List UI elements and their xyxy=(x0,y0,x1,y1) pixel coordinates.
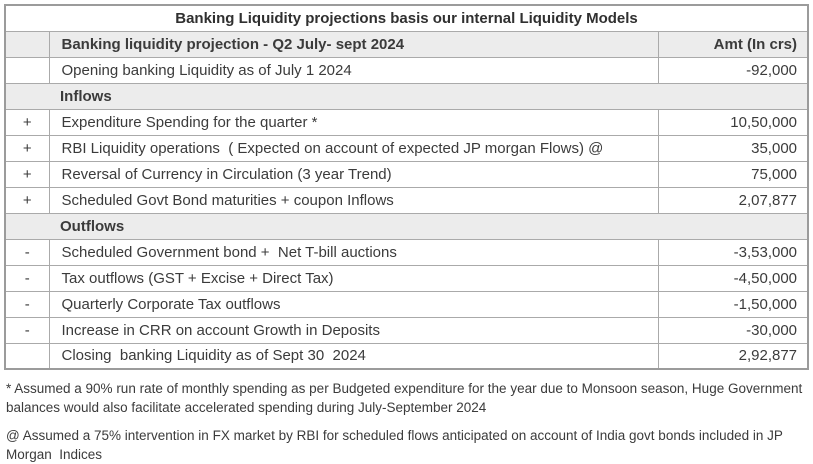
row-amount: 75,000 xyxy=(657,160,809,188)
section-row: Inflows xyxy=(4,82,809,110)
row-sign: + xyxy=(4,108,50,136)
row-amount: -3,53,000 xyxy=(657,238,809,266)
table-row: + Scheduled Govt Bond maturities + coupon… xyxy=(4,186,809,214)
header-label: Banking liquidity projection - Q2 July- … xyxy=(48,30,659,58)
header-sign-cell xyxy=(4,30,50,58)
row-sign xyxy=(4,342,50,370)
row-amount: -4,50,000 xyxy=(657,264,809,292)
table-row: - Tax outflows (GST + Excise + Direct Tax… xyxy=(4,264,809,292)
row-label: Opening banking Liquidity as of July 1 2… xyxy=(48,56,659,84)
section-row: Outflows xyxy=(4,212,809,240)
row-label: Expenditure Spending for the quarter * xyxy=(48,108,659,136)
footnote-fx-intervention-assumption: @ Assumed a 75% intervention in FX marke… xyxy=(6,428,787,462)
row-sign: + xyxy=(4,134,50,162)
row-sign: - xyxy=(4,238,50,266)
table-header-row: Banking liquidity projection - Q2 July- … xyxy=(4,30,809,58)
row-amount: -1,50,000 xyxy=(657,290,809,318)
table-row: Closing banking Liquidity as of Sept 30 … xyxy=(4,342,809,370)
row-sign: - xyxy=(4,290,50,318)
row-label: Quarterly Corporate Tax outflows xyxy=(48,290,659,318)
table-body: Opening banking Liquidity as of July 1 2… xyxy=(4,56,809,370)
section-label: Outflows xyxy=(4,212,809,240)
row-sign: - xyxy=(4,316,50,344)
row-label: Closing banking Liquidity as of Sept 30 … xyxy=(48,342,659,370)
table-row: + RBI Liquidity operations ( Expected on … xyxy=(4,134,809,162)
row-amount: 2,07,877 xyxy=(657,186,809,214)
row-amount: 35,000 xyxy=(657,134,809,162)
table-row: - Scheduled Government bond + Net T-bill … xyxy=(4,238,809,266)
table-title-row: Banking Liquidity projections basis our … xyxy=(4,4,809,32)
header-amount: Amt (In crs) xyxy=(657,30,809,58)
table-row: + Reversal of Currency in Circulation (3 … xyxy=(4,160,809,188)
row-label: Increase in CRR on account Growth in Dep… xyxy=(48,316,659,344)
section-label: Inflows xyxy=(4,82,809,110)
row-amount: 10,50,000 xyxy=(657,108,809,136)
table-row: + Expenditure Spending for the quarter * 1… xyxy=(4,108,809,136)
row-amount: 2,92,877 xyxy=(657,342,809,370)
table-row: Opening banking Liquidity as of July 1 2… xyxy=(4,56,809,84)
row-label: RBI Liquidity operations ( Expected on a… xyxy=(48,134,659,162)
row-sign: + xyxy=(4,160,50,188)
footnotes: * Assumed a 90% run rate of monthly spen… xyxy=(4,379,805,464)
table-title: Banking Liquidity projections basis our … xyxy=(4,4,809,32)
row-label: Reversal of Currency in Circulation (3 y… xyxy=(48,160,659,188)
row-label: Tax outflows (GST + Excise + Direct Tax) xyxy=(48,264,659,292)
row-label: Scheduled Govt Bond maturities + coupon … xyxy=(48,186,659,214)
table-row: - Quarterly Corporate Tax outflows -1,50,0… xyxy=(4,290,809,318)
table-row: - Increase in CRR on account Growth in De… xyxy=(4,316,809,344)
row-sign: + xyxy=(4,186,50,214)
footnote-expenditure-assumption: * Assumed a 90% run rate of monthly spen… xyxy=(6,381,807,415)
row-amount: -30,000 xyxy=(657,316,809,344)
row-label: Scheduled Government bond + Net T-bill a… xyxy=(48,238,659,266)
row-sign xyxy=(4,56,50,84)
row-sign: - xyxy=(4,264,50,292)
row-amount: -92,000 xyxy=(657,56,809,84)
banking-liquidity-table: Banking Liquidity projections basis our … xyxy=(4,4,810,370)
